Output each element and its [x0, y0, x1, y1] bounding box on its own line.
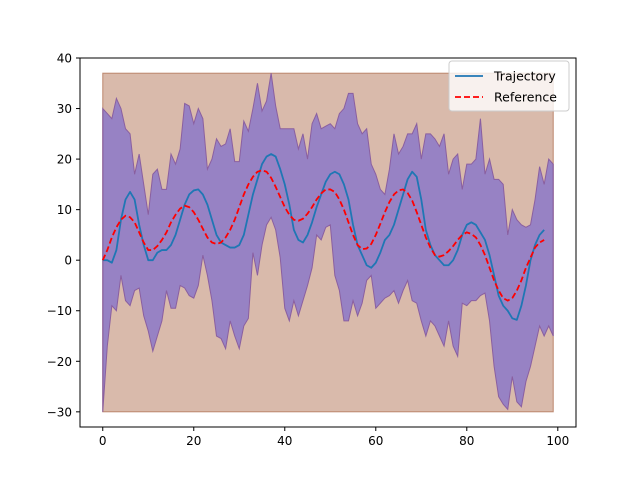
- x-tick-label: 40: [277, 434, 292, 448]
- legend-trajectory-label: Trajectory: [493, 69, 556, 84]
- legend-box: [448, 60, 570, 112]
- x-tick-label: 60: [368, 434, 383, 448]
- y-tick-label: −10: [47, 304, 72, 318]
- plot-frame: [79, 57, 577, 428]
- y-tick-label: 40: [57, 52, 72, 66]
- x-tick-label: 20: [186, 434, 201, 448]
- x-tick-label: 0: [99, 434, 107, 448]
- envelope-band: [102, 73, 554, 412]
- y-tick-label: −30: [47, 405, 72, 419]
- x-tick-label: 100: [546, 434, 569, 448]
- y-tick-label: 0: [64, 254, 72, 268]
- series-reference-line: [101, 169, 545, 302]
- series-trajectory-line: [102, 153, 545, 321]
- legend-reference-label: Reference: [494, 90, 557, 105]
- y-tick-label: 30: [57, 102, 72, 116]
- y-tick-label: 20: [57, 153, 72, 167]
- series-layer: [101, 153, 545, 321]
- y-tick-label: −20: [47, 355, 72, 369]
- confidence-band-layer: [102, 73, 554, 412]
- axes: 0 20 40 60 80 100 −30 −20 −10 0 10 20 30 40: [47, 52, 570, 449]
- legend: Trajectory Reference: [448, 60, 570, 112]
- x-tick-label: 80: [459, 434, 474, 448]
- y-tick-label: 10: [57, 203, 72, 217]
